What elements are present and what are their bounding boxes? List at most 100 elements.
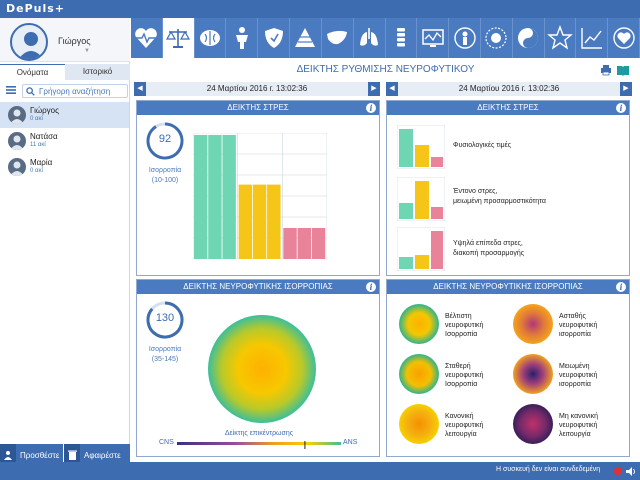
- legend-line: διακοπή προσαρμογής: [453, 250, 525, 257]
- connection-indicator-icon: [614, 467, 622, 475]
- legend-text: Μειωμένη νευροφυτική ισορροπία: [559, 362, 597, 389]
- sidebar-actions: Προσθέστε Αφαιρέστε: [0, 444, 130, 466]
- user-card[interactable]: Γιώργος ▼: [0, 18, 130, 62]
- legend-line: Μη κανονική: [559, 413, 598, 420]
- legend-line: μειωμένη προσαρμοστικότητα: [453, 198, 546, 205]
- user-name: Γιώργος: [58, 36, 91, 46]
- yin-yang-icon[interactable]: [513, 18, 545, 58]
- connection-status: Η συσκευή δεν είναι συνδεδεμένη: [496, 466, 601, 473]
- trend-chart-icon[interactable]: [576, 18, 609, 58]
- legend-text: Μη κανονική νευροφυτική λειτουργία: [559, 412, 598, 439]
- list-item[interactable]: Μαρία 0 ακί: [0, 154, 129, 180]
- legend-thumbnail-stress: [397, 177, 445, 221]
- stress-range: (10-100): [151, 177, 179, 184]
- add-person-button[interactable]: Προσθέστε: [0, 444, 64, 466]
- legend-line: νευροφυτική: [559, 422, 598, 429]
- chevron-down-icon[interactable]: ▼: [84, 48, 90, 54]
- stress-legend-panel: ΔΕΙΚΤΗΣ ΣΤΡΕΣ i Φυσιολογικές τιμές Έντον…: [386, 100, 630, 276]
- balance-legend-panel: ΔΕΙΚΤΗΣ ΝΕΥΡΟΦΥΤΙΚΗΣ ΙΣΟΡΡΟΠΙΑΣ i Βέλτισ…: [386, 279, 630, 457]
- star-icon[interactable]: [545, 18, 577, 58]
- date-left: 24 Μαρτίου 2016 г. 13:02:36: [206, 84, 308, 93]
- menu-icon[interactable]: [6, 85, 16, 95]
- header-tools: [600, 64, 630, 76]
- liver-icon[interactable]: [322, 18, 354, 58]
- legend-text: Βέλτιστη νευροφυτική Ισορροπία: [445, 312, 483, 339]
- balance-range-label: Ισορροπία (35-145): [139, 345, 191, 365]
- speaker-icon[interactable]: [626, 467, 636, 476]
- stress-value: 92: [158, 133, 172, 145]
- stress-bar-1: [208, 135, 222, 259]
- user-avatar: [10, 23, 48, 61]
- ball-reduced: [513, 354, 553, 394]
- legend-line: Φυσιολογικές τιμές: [453, 142, 512, 149]
- search-input[interactable]: [39, 86, 125, 97]
- heart-badge-icon[interactable]: [608, 18, 640, 58]
- person-sub: 0 ακί: [30, 168, 43, 174]
- lungs-icon[interactable]: [354, 18, 386, 58]
- search-icon: [26, 87, 35, 96]
- panel-title: ΔΕΙΚΤΗΣ ΣΤΡΕΣ: [137, 101, 379, 115]
- stress-range-label: Ισορροπία (10-100): [139, 166, 191, 186]
- person-sub: 11 ακί: [30, 142, 46, 148]
- book-icon[interactable]: [616, 64, 630, 76]
- person-name: Νατάσα: [30, 132, 58, 141]
- person-icon[interactable]: [449, 18, 481, 58]
- scales-icon[interactable]: [162, 18, 195, 58]
- person-sub: 0 ακί: [30, 116, 43, 122]
- date-navigator-right: ◀ 24 Μαρτίου 2016 г. 13:02:36 ▶: [386, 82, 632, 96]
- avatar: [8, 106, 26, 124]
- balance-range: (35-145): [151, 356, 179, 363]
- next-date-button[interactable]: ▶: [620, 82, 632, 96]
- legend-line: νευροφυτική: [445, 372, 484, 379]
- legend-line: Έντονο στρες,: [453, 188, 498, 195]
- prev-date-button[interactable]: ◀: [134, 82, 146, 96]
- legend-line: Κανονική: [445, 413, 474, 420]
- remove-person-button[interactable]: Αφαιρέστε: [64, 444, 130, 466]
- list-item[interactable]: Γιώργος 0 ακί: [0, 102, 129, 128]
- avatar: [8, 158, 26, 176]
- info-icon[interactable]: i: [616, 103, 626, 113]
- stress-bar-2: [267, 184, 281, 259]
- legend-line: νευροφυτική: [445, 322, 484, 329]
- add-user-icon: [0, 444, 16, 466]
- heart-monitor-icon[interactable]: [131, 18, 163, 58]
- person-name: Γιώργος: [30, 106, 59, 115]
- legend-line: νευροφυτική: [559, 322, 598, 329]
- print-icon[interactable]: [600, 64, 612, 76]
- body-figure-icon[interactable]: [226, 18, 259, 58]
- shield-icon[interactable]: [258, 18, 291, 58]
- balance-legend-balls: [399, 304, 553, 444]
- next-date-button[interactable]: ▶: [368, 82, 380, 96]
- module-toolbar: [131, 18, 640, 58]
- tab-names[interactable]: Ονόματα: [0, 64, 65, 80]
- legend-text: Φυσιολογικές τιμές: [453, 141, 511, 151]
- stress-bar-3: [283, 228, 297, 259]
- balance-label: Ισορροπία: [148, 346, 182, 353]
- legend-line: Υψηλά επίπεδα στρες,: [453, 240, 523, 247]
- legend-text: Ασταθής νευροφυτική ισορροπία: [559, 312, 597, 339]
- tab-history[interactable]: Ιστορικό: [65, 64, 130, 80]
- app-logo: DePuls+: [6, 2, 66, 15]
- person-silhouette-icon: [10, 109, 24, 124]
- pyramid-icon[interactable]: [290, 18, 322, 58]
- chart-monitor-icon[interactable]: [417, 18, 450, 58]
- legend-text: Κανονική νευροφυτική λειτουργία: [445, 412, 483, 439]
- brain-icon[interactable]: [195, 18, 227, 58]
- info-icon[interactable]: i: [616, 282, 626, 292]
- scale-left-label: CNS: [159, 439, 174, 446]
- stress-bar-2: [238, 184, 253, 259]
- stress-bar-3: [297, 228, 311, 259]
- sun-icon[interactable]: [481, 18, 513, 58]
- list-item[interactable]: Νατάσα 11 ακί: [0, 128, 129, 154]
- spine-icon[interactable]: [386, 18, 418, 58]
- prev-date-button[interactable]: ◀: [386, 82, 398, 96]
- legend-line: λειτουργία: [559, 431, 591, 438]
- sidebar: Γιώργος ▼ Ονόματα Ιστορικό Γιώργος 0 ακί: [0, 18, 130, 468]
- person-silhouette-icon: [10, 161, 24, 176]
- info-icon[interactable]: i: [366, 103, 376, 113]
- info-icon[interactable]: i: [366, 282, 376, 292]
- search-row: [4, 84, 128, 98]
- date-right: 24 Μαρτίου 2016 г. 13:02:36: [458, 84, 560, 93]
- legend-line: ισορροπία: [559, 331, 591, 338]
- legend-text: Έντονο στρες, μειωμένη προσαρμοστικότητα: [453, 187, 546, 207]
